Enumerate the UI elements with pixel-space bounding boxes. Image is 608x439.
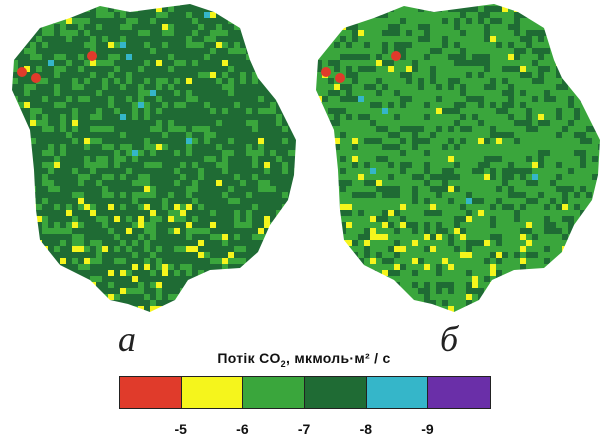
legend-swatch bbox=[305, 377, 367, 408]
panel-label-a: а bbox=[118, 319, 136, 359]
legend-tick-label: -8 bbox=[359, 421, 373, 437]
legend-title: Потік CO2, мкмоль·м² / с bbox=[0, 350, 608, 369]
legend-swatch bbox=[120, 377, 182, 408]
legend-color-bar bbox=[119, 376, 492, 409]
legend-tick-label: -5 bbox=[174, 421, 187, 437]
legend-swatch bbox=[428, 377, 491, 408]
legend-tick-label: -9 bbox=[421, 421, 434, 437]
legend-title-suffix: , мкмоль·м² / с bbox=[285, 350, 391, 366]
legend-title-subscript: 2 bbox=[280, 358, 286, 369]
legend-tick-label: -6 bbox=[236, 421, 249, 437]
legend-swatch bbox=[181, 377, 244, 408]
flux-map-a bbox=[12, 4, 296, 312]
panel-label-b: б bbox=[440, 319, 459, 359]
flux-map-b bbox=[316, 4, 600, 312]
legend-swatch bbox=[243, 377, 306, 408]
legend-swatch bbox=[366, 377, 429, 408]
legend-tick-label: -7 bbox=[297, 421, 311, 437]
legend-title-prefix: Потік CO bbox=[217, 350, 281, 366]
